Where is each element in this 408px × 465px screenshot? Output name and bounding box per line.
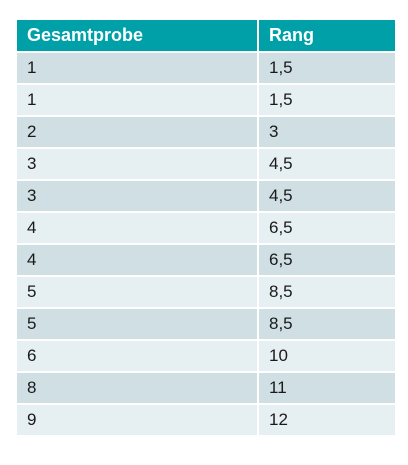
cell-rang: 1,5 [257, 85, 395, 117]
table-body: 1 1,5 1 1,5 2 3 3 4,5 3 4,5 4 6,5 4 6,5 5 8,5 5 8,5 6 10 8 11… [17, 53, 395, 437]
cell-gesamtprobe: 3 [17, 149, 257, 181]
table-row: 4 6,5 [17, 213, 395, 245]
cell-gesamtprobe: 1 [17, 53, 257, 85]
table-row: 1 1,5 [17, 53, 395, 85]
table-row: 9 12 [17, 405, 395, 437]
table-row: 6 10 [17, 341, 395, 373]
cell-gesamtprobe: 5 [17, 309, 257, 341]
cell-rang: 12 [257, 405, 395, 437]
cell-rang: 4,5 [257, 181, 395, 213]
cell-rang: 4,5 [257, 149, 395, 181]
table-header: Gesamtprobe Rang [17, 20, 395, 53]
column-header-rang: Rang [257, 20, 395, 53]
cell-rang: 6,5 [257, 213, 395, 245]
table-row: 3 4,5 [17, 149, 395, 181]
table-row: 5 8,5 [17, 277, 395, 309]
cell-rang: 3 [257, 117, 395, 149]
cell-rang: 8,5 [257, 277, 395, 309]
cell-gesamtprobe: 2 [17, 117, 257, 149]
header-row: Gesamtprobe Rang [17, 20, 395, 53]
cell-rang: 1,5 [257, 53, 395, 85]
cell-gesamtprobe: 9 [17, 405, 257, 437]
cell-rang: 10 [257, 341, 395, 373]
cell-rang: 11 [257, 373, 395, 405]
table-row: 5 8,5 [17, 309, 395, 341]
table-row: 1 1,5 [17, 85, 395, 117]
cell-gesamtprobe: 1 [17, 85, 257, 117]
cell-gesamtprobe: 3 [17, 181, 257, 213]
cell-gesamtprobe: 5 [17, 277, 257, 309]
cell-gesamtprobe: 6 [17, 341, 257, 373]
table-row: 8 11 [17, 373, 395, 405]
rank-table-container: Gesamtprobe Rang 1 1,5 1 1,5 2 3 3 4,5 3 4,5 4 6,5 4… [17, 20, 395, 437]
cell-gesamtprobe: 4 [17, 245, 257, 277]
rank-table: Gesamtprobe Rang 1 1,5 1 1,5 2 3 3 4,5 3 4,5 4 6,5 4… [17, 20, 395, 437]
cell-rang: 6,5 [257, 245, 395, 277]
column-header-gesamtprobe: Gesamtprobe [17, 20, 257, 53]
cell-rang: 8,5 [257, 309, 395, 341]
table-row: 4 6,5 [17, 245, 395, 277]
cell-gesamtprobe: 8 [17, 373, 257, 405]
table-row: 3 4,5 [17, 181, 395, 213]
cell-gesamtprobe: 4 [17, 213, 257, 245]
